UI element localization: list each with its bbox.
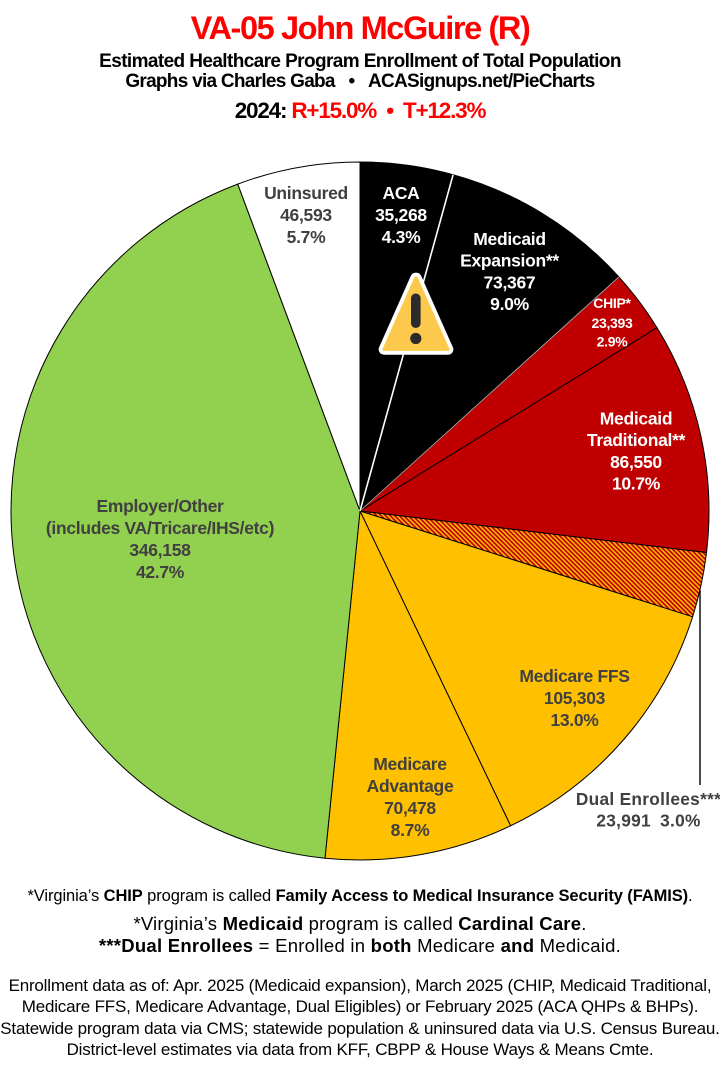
svg-text:Medicaid: Medicaid bbox=[473, 229, 545, 249]
svg-text:46,593: 46,593 bbox=[280, 205, 332, 225]
svg-text:Employer/Other: Employer/Other bbox=[96, 496, 224, 516]
svg-text:4.3%: 4.3% bbox=[382, 227, 421, 247]
svg-text:35,268: 35,268 bbox=[375, 205, 427, 225]
svg-text:10.7%: 10.7% bbox=[612, 474, 661, 494]
svg-text:13.0%: 13.0% bbox=[550, 710, 599, 730]
svg-text:5.7%: 5.7% bbox=[287, 227, 326, 247]
svg-text:9.0%: 9.0% bbox=[490, 294, 529, 314]
svg-text:23,393: 23,393 bbox=[591, 315, 633, 331]
svg-text:CHIP*: CHIP* bbox=[593, 295, 631, 311]
svg-text:Uninsured: Uninsured bbox=[264, 183, 348, 203]
svg-text:(includes VA/Tricare/IHS/etc): (includes VA/Tricare/IHS/etc) bbox=[46, 518, 274, 538]
svg-text:Dual Enrollees***: Dual Enrollees*** bbox=[576, 789, 720, 809]
svg-text:346,158: 346,158 bbox=[129, 540, 191, 560]
svg-text:Traditional**: Traditional** bbox=[587, 430, 686, 450]
svg-text:70,478: 70,478 bbox=[384, 798, 436, 818]
svg-text:86,550: 86,550 bbox=[610, 452, 662, 472]
svg-text:105,303: 105,303 bbox=[544, 688, 606, 708]
svg-text:Advantage: Advantage bbox=[367, 776, 454, 796]
svg-text:Expansion**: Expansion** bbox=[460, 251, 559, 271]
svg-text:Medicaid: Medicaid bbox=[600, 409, 672, 429]
svg-text:2.9%: 2.9% bbox=[597, 334, 629, 350]
svg-text:8.7%: 8.7% bbox=[391, 820, 430, 840]
svg-text:ACA: ACA bbox=[382, 183, 420, 203]
svg-text:Medicare: Medicare bbox=[373, 754, 447, 774]
svg-text:23,991 3.0%: 23,991 3.0% bbox=[596, 811, 700, 831]
svg-text:42.7%: 42.7% bbox=[136, 562, 185, 582]
svg-text:73,367: 73,367 bbox=[484, 273, 536, 293]
svg-text:Medicare FFS: Medicare FFS bbox=[519, 666, 629, 686]
